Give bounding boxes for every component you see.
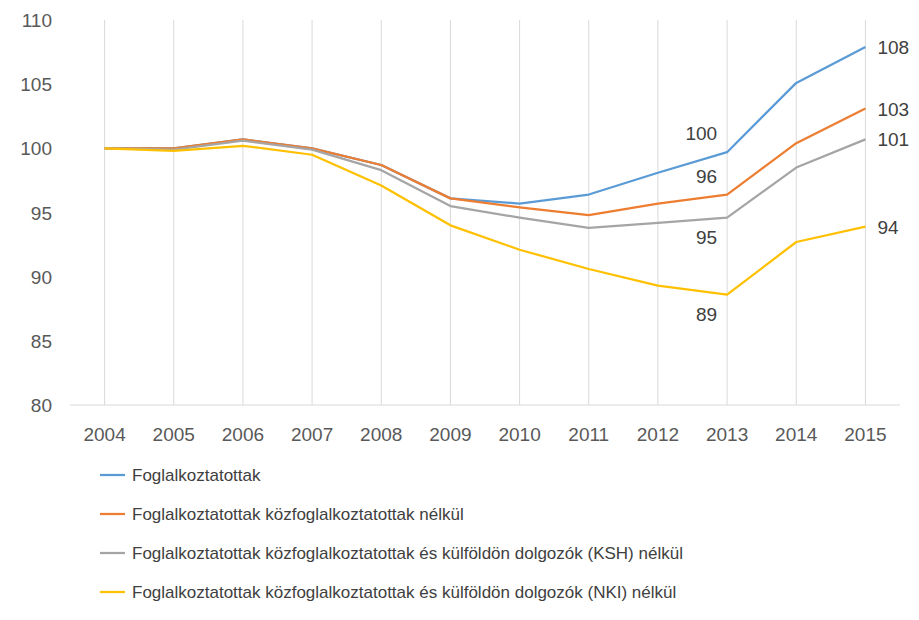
legend-label: Foglalkoztatottak közfoglalkoztatottak é… bbox=[132, 544, 683, 563]
y-axis: 80 85 90 95 100 105 110 bbox=[20, 10, 70, 416]
grid-line-x bbox=[796, 20, 797, 405]
grid-line-x bbox=[657, 20, 658, 405]
x-tick-label: 2010 bbox=[498, 424, 540, 445]
y-tick bbox=[66, 84, 70, 85]
y-tick bbox=[66, 212, 70, 213]
legend-swatch bbox=[100, 552, 125, 554]
lines bbox=[105, 47, 866, 295]
grid-line-x bbox=[865, 20, 866, 405]
grid-line-x bbox=[450, 20, 451, 405]
data-label: 108 bbox=[877, 37, 909, 58]
y-tick-label: 100 bbox=[20, 138, 52, 159]
grid-line-x bbox=[519, 20, 520, 405]
y-tick bbox=[66, 340, 70, 341]
chart: 8085909510010511020042005200620072008200… bbox=[0, 0, 919, 620]
x-tick-label: 2015 bbox=[844, 424, 886, 445]
data-label: 100 bbox=[685, 123, 717, 144]
x-tick-label: 2006 bbox=[222, 424, 264, 445]
grid-line-x bbox=[104, 20, 105, 405]
y-tick-label: 95 bbox=[31, 203, 52, 224]
x-tick-label: 2007 bbox=[291, 424, 333, 445]
series-line bbox=[105, 146, 866, 295]
x-axis-line bbox=[70, 405, 900, 406]
x-tick-label: 2014 bbox=[775, 424, 818, 445]
grid-line-x bbox=[242, 20, 243, 405]
x-tick-label: 2009 bbox=[429, 424, 471, 445]
legend: Foglalkoztatottak Foglalkoztatottak közfo… bbox=[100, 466, 683, 602]
series-line bbox=[105, 47, 866, 204]
y-tick bbox=[66, 20, 70, 21]
y-tick-label: 80 bbox=[31, 395, 52, 416]
x-tick-label: 2005 bbox=[153, 424, 195, 445]
y-tick-label: 105 bbox=[20, 74, 52, 95]
grid-line-x bbox=[312, 20, 313, 405]
data-label: 103 bbox=[877, 99, 909, 120]
series-line bbox=[105, 139, 866, 228]
data-label: 89 bbox=[696, 304, 717, 325]
grid bbox=[105, 20, 866, 405]
data-label: 95 bbox=[696, 227, 717, 248]
x-axis: 2004 2005 2006 2007 2008 2009 2010 2011 2012 2013… bbox=[83, 424, 886, 445]
x-tick-label: 2011 bbox=[568, 424, 609, 445]
x-tick-label: 2013 bbox=[706, 424, 748, 445]
x-tick-label: 2008 bbox=[360, 424, 402, 445]
legend-label: Foglalkoztatottak közfoglalkoztatottak é… bbox=[132, 583, 676, 602]
legend-label: Foglalkoztatottak közfoglalkoztatottak n… bbox=[132, 505, 464, 524]
grid-line-x bbox=[727, 20, 728, 405]
legend-label: Foglalkoztatottak bbox=[132, 466, 261, 485]
legend-swatch bbox=[100, 591, 125, 593]
y-tick-label: 110 bbox=[22, 10, 52, 31]
y-tick bbox=[66, 405, 70, 406]
y-tick bbox=[66, 276, 70, 277]
grid-line-x bbox=[381, 20, 382, 405]
grid-line-x bbox=[173, 20, 174, 405]
legend-swatch bbox=[100, 474, 125, 476]
y-tick-label: 90 bbox=[31, 267, 52, 288]
x-tick-label: 2004 bbox=[83, 424, 126, 445]
data-labels: 100 108 96 103 95 101 89 94 bbox=[685, 37, 909, 325]
data-label: 94 bbox=[877, 217, 899, 238]
data-label: 101 bbox=[877, 129, 909, 150]
grid-line-x bbox=[588, 20, 589, 405]
legend-swatch bbox=[100, 513, 125, 515]
data-label: 96 bbox=[696, 166, 717, 187]
y-tick bbox=[66, 148, 70, 149]
y-tick-label: 85 bbox=[31, 331, 52, 352]
x-tick-label: 2012 bbox=[637, 424, 679, 445]
